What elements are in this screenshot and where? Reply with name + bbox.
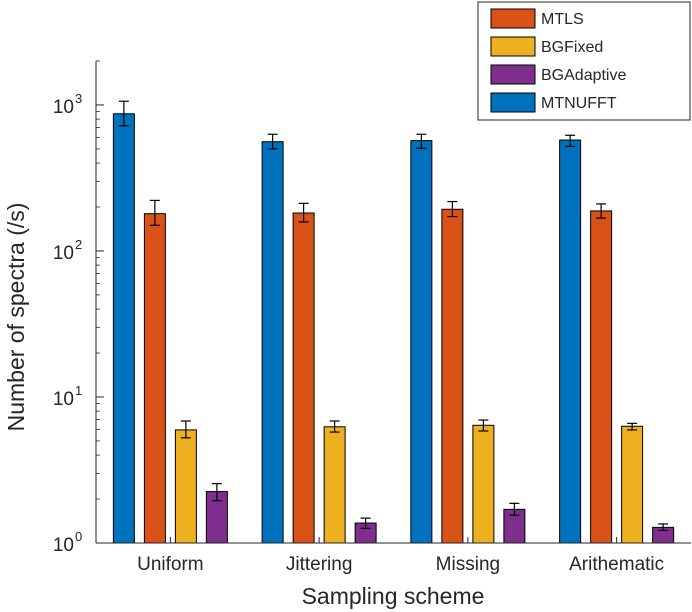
y-tick-label: 10 [53,243,74,264]
bar-mtls-uniform [143,213,166,544]
legend-swatch-mtnufft [490,92,536,113]
y-tick-exponent: 3 [75,91,82,106]
error-bar-bgadaptive-uniform [211,483,222,502]
bar-mtls-jittering [292,212,315,544]
bar-mtnufft-uniform [112,113,135,544]
legend: MTLS BGFixed BGAdaptive MTNUFFT [477,1,691,121]
legend-label-bgfixed: BGFixed [541,39,603,56]
bar-bgfixed-jittering [323,426,346,544]
error-bar-bgfixed-missing [478,419,489,432]
legend-label-bgadaptive: BGAdaptive [541,67,626,84]
bar-mtnufft-arithematic [559,139,582,544]
y-tick-label: 10 [53,389,74,410]
x-axis-title: Sampling scheme [302,583,485,609]
error-bar-mtls-missing [447,200,458,218]
x-tick-label: Arithematic [569,554,664,575]
bar-bgfixed-uniform [174,429,197,544]
error-bar-bgfixed-arithematic [627,422,638,431]
y-axis-title: Number of spectra (/s) [3,203,29,432]
x-tick-label: Uniform [137,554,204,575]
y-tick-label: 10 [53,535,74,556]
legend-swatch-mtls [490,8,536,29]
error-bar-mtnufft-jittering [267,133,278,150]
error-bar-bgfixed-jittering [329,420,340,433]
y-tick-label: 10 [53,97,74,118]
error-bar-mtls-jittering [298,202,309,223]
bar-bgfixed-missing [472,424,495,544]
legend-swatch-bgadaptive [490,64,536,85]
error-bar-bgadaptive-jittering [360,517,371,529]
bar-mtls-missing [441,208,464,544]
y-tick-exponent: 2 [75,237,82,252]
error-bar-mtnufft-arithematic [565,134,576,148]
error-bar-bgadaptive-missing [509,502,520,516]
y-tick-exponent: 0 [75,529,82,544]
y-tick-exponent: 1 [75,383,82,398]
legend-label-mtls: MTLS [541,11,584,28]
error-bar-bgadaptive-arithematic [658,523,669,531]
x-tick-label: Jittering [286,554,353,575]
legend-swatch-bgfixed [490,36,536,57]
bar-mtnufft-jittering [261,141,284,544]
error-bar-mtls-arithematic [596,203,607,219]
error-bar-mtls-uniform [149,199,160,226]
bar-bgfixed-arithematic [621,425,644,544]
error-bar-mtnufft-uniform [118,100,129,127]
error-bar-bgfixed-uniform [180,420,191,439]
bar-mtls-arithematic [590,210,613,544]
bars-layer [112,100,675,544]
legend-label-mtnufft: MTNUFFT [541,95,617,112]
bar-mtnufft-missing [410,140,433,544]
x-tick-label: Missing [436,554,500,575]
error-bar-mtnufft-missing [416,133,427,149]
